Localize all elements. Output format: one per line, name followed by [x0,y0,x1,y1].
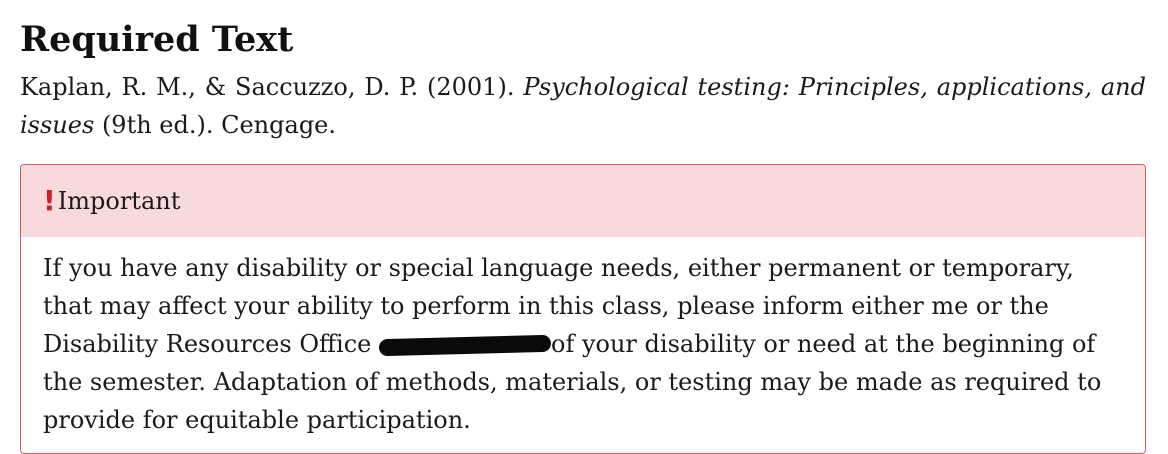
citation-title: Psychological testing: Principles, appli… [20,73,1146,139]
citation-authors: Kaplan, R. M., & Saccuzzo, D. P. (2001). [20,73,515,101]
document-page: Required Text Kaplan, R. M., & Saccuzzo,… [20,18,1146,454]
callout-title: Important [57,187,181,215]
callout-body-text-start: If you have any disability or special la… [43,254,1074,358]
callout-body: If you have any disability or special la… [21,237,1145,453]
section-heading: Required Text [20,19,294,60]
citation-edition-publisher: (9th ed.). Cengage. [101,111,337,139]
callout-body-text-end: of your disability or need at the beginn… [43,330,1102,434]
citation-paragraph: Kaplan, R. M., & Saccuzzo, D. P. (2001).… [20,68,1146,144]
callout-header: ! Important [21,165,1145,237]
exclamation-icon: ! [43,184,56,217]
important-callout: ! Important If you have any disability o… [20,164,1146,454]
redacted-phone-number [378,334,552,357]
